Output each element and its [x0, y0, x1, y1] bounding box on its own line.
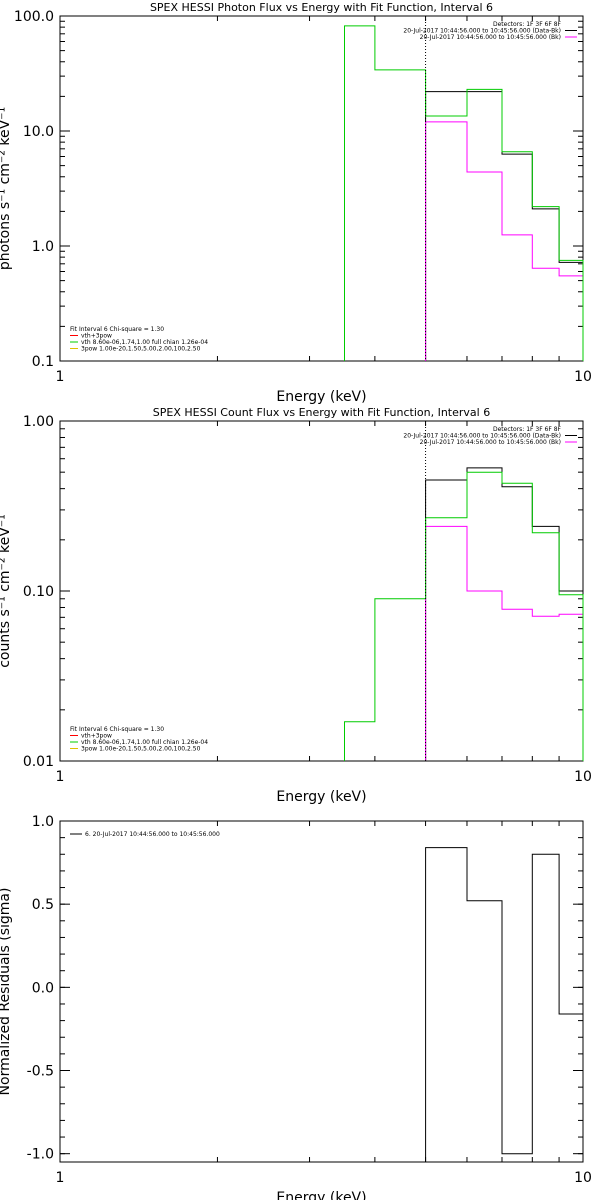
y-axis-label: photons s⁻¹ cm⁻² keV⁻¹: [0, 107, 13, 270]
legend-text: 20-Jul-2017 10:44:56.000 to 10:45:56.000…: [420, 439, 561, 446]
legend-text: 3pow 1.00e-20,1.50,5.00,2.00,100,2.50: [81, 746, 201, 753]
legend-text: 20-Jul-2017 10:44:56.000 to 10:45:56.000…: [420, 34, 561, 41]
legend-text: 20-Jul-2017 10:44:56.000 to 10:45:56.000…: [403, 28, 561, 35]
series-line: [425, 121, 584, 361]
y-tick-label: 0.10: [23, 584, 54, 600]
y-tick-label: -0.5: [27, 1064, 54, 1080]
chart-panel-1: SPEX HESSI Photon Flux vs Energy with Fi…: [0, 1, 592, 405]
y-tick-label: 100.0: [14, 9, 54, 25]
y-tick-label: 0.1: [32, 354, 54, 370]
x-axis-label: Energy (keV): [276, 1190, 366, 1200]
x-axis-label: Energy (keV): [276, 789, 366, 805]
series-line: [344, 471, 584, 761]
legend-text: vth 8.60e-06,1.74,1.00 full chian 1.26e-…: [81, 339, 208, 346]
x-tick-label: 1: [56, 769, 65, 785]
x-tick-label: 1: [56, 1170, 65, 1186]
series-line: [425, 847, 584, 1162]
chart-panel-3: 1 10 Energy (keV) 1.0 0.5 0.0 -0.5 -1.0 Normaliz…: [0, 814, 592, 1200]
legend-text: 20-Jul-2017 10:44:56.000 to 10:45:56.000…: [403, 433, 561, 440]
series-line: [425, 525, 584, 761]
x-tick-label: 10: [574, 1170, 592, 1186]
y-tick-label: 0.01: [23, 754, 54, 770]
y-tick-label: 0.0: [32, 980, 54, 996]
y-axis-label: Normalized Residuals (sigma): [0, 888, 13, 1096]
legend-text: vth+3pow: [81, 733, 112, 740]
chart-title: SPEX HESSI Photon Flux vs Energy with Fi…: [150, 1, 493, 14]
legend-text: 6. 20-Jul-2017 10:44:56.000 to 10:45:56.…: [85, 831, 220, 838]
y-tick-label: 1.00: [23, 414, 54, 430]
legend-text: vth 8.60e-06,1.74,1.00 full chian 1.26e-…: [81, 739, 208, 746]
y-tick-label: 0.5: [32, 897, 54, 913]
y-tick-label: 10.0: [23, 124, 54, 140]
legend-text: Fit Interval 6 Chi-square = 1.30: [70, 326, 164, 333]
legend-text: 3pow 1.00e-20,1.50,5.00,2.00,100,2.50: [81, 346, 201, 353]
chart-title: SPEX HESSI Count Flux vs Energy with Fit…: [153, 406, 490, 419]
plot-frame: [59, 820, 584, 1163]
legend-text: Fit Interval 6 Chi-square = 1.30: [70, 726, 164, 733]
y-tick-label: 1.0: [32, 239, 54, 255]
plot-frame: [59, 15, 584, 362]
plot-frame: [59, 420, 584, 762]
legend-text: Detectors: 1F 3F 6F 8F: [493, 426, 562, 433]
x-tick-label: 10: [574, 769, 592, 785]
x-tick-label: 1: [56, 369, 65, 385]
y-axis-label: counts s⁻¹ cm⁻² keV⁻¹: [0, 514, 13, 668]
series-line: [344, 25, 584, 361]
x-axis-label: Energy (keV): [276, 389, 366, 405]
x-tick-label: 10: [574, 369, 592, 385]
chart-panel-2: SPEX HESSI Count Flux vs Energy with Fit…: [0, 406, 592, 805]
y-tick-label: 1.0: [32, 814, 54, 830]
legend-text: vth+3pow: [81, 333, 112, 340]
y-tick-label: -1.0: [27, 1147, 54, 1163]
legend-text: Detectors: 1F 3F 6F 8F: [493, 21, 562, 28]
